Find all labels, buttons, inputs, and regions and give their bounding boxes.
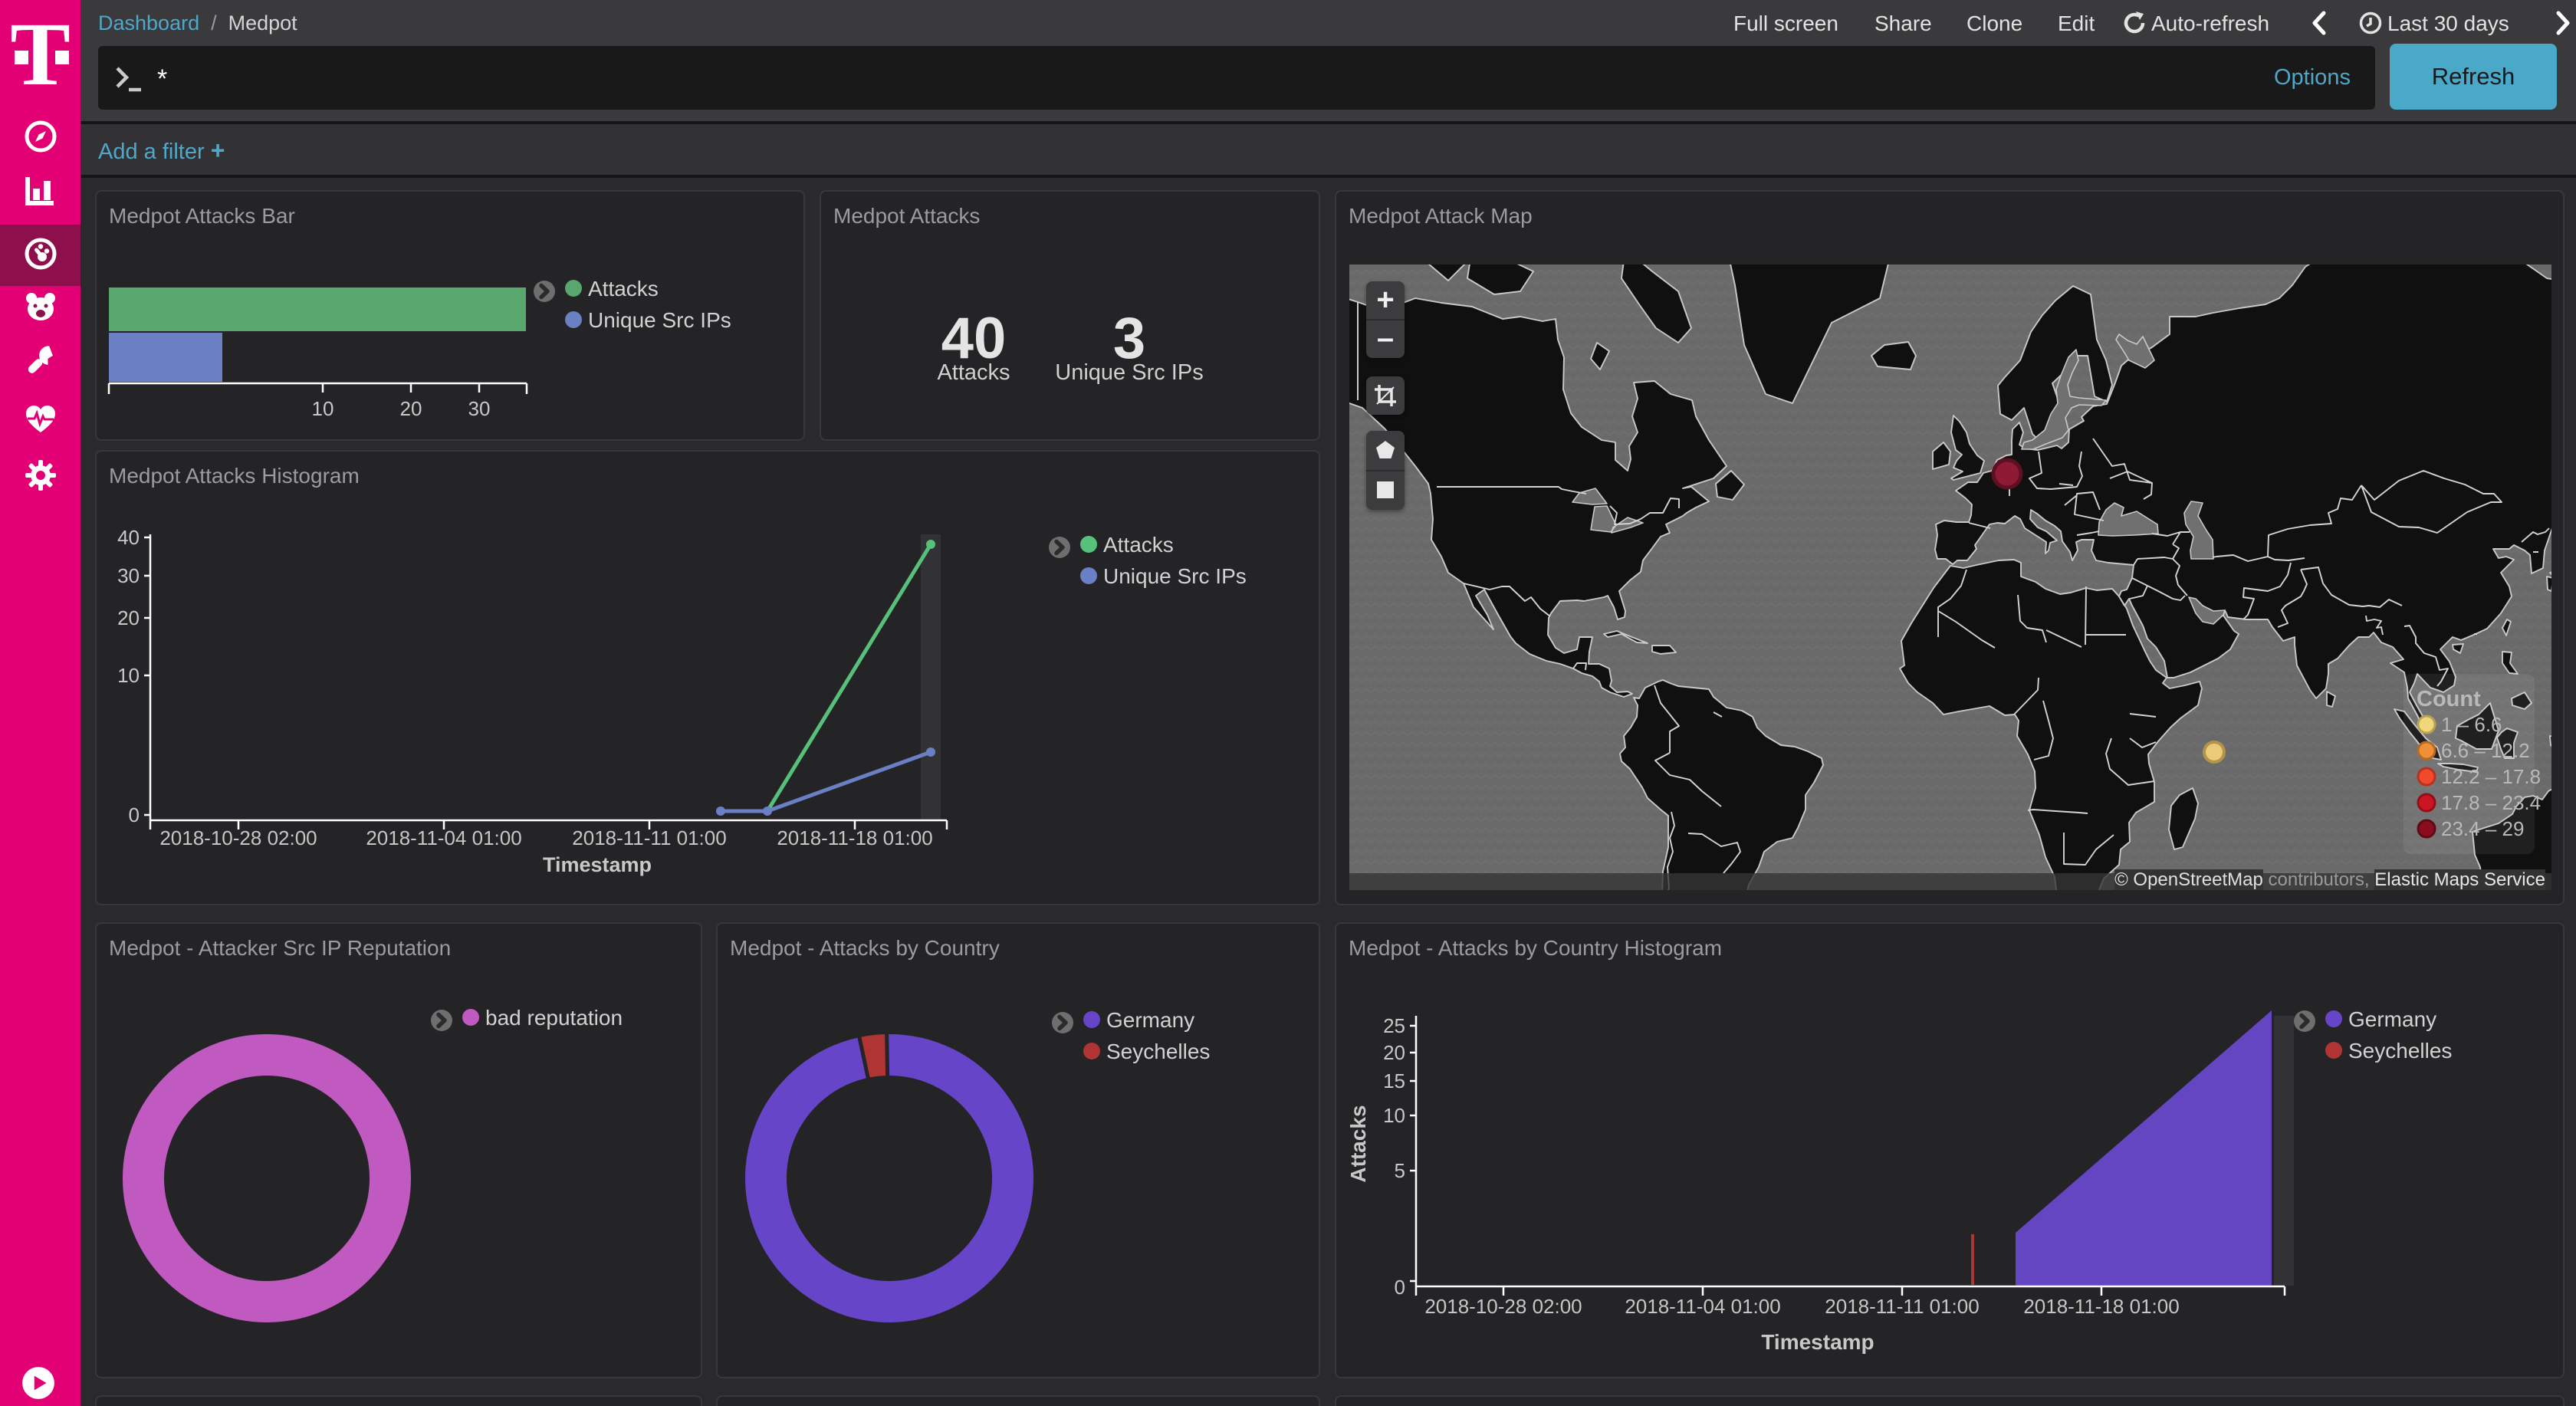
svg-text:Attacks: Attacks [588, 277, 659, 301]
svg-text:6.6 – 12.2: 6.6 – 12.2 [2441, 739, 2530, 762]
svg-text:5: 5 [1395, 1159, 1405, 1182]
svg-text:Unique Src IPs: Unique Src IPs [1103, 564, 1247, 588]
svg-text:2018-10-28 02:00: 2018-10-28 02:00 [159, 826, 317, 849]
svg-text:40: 40 [117, 526, 140, 549]
svg-text:Timestamp: Timestamp [1761, 1330, 1874, 1354]
svg-text:15: 15 [1383, 1069, 1405, 1092]
svg-text:2018-11-18 01:00: 2018-11-18 01:00 [2023, 1295, 2179, 1318]
svg-text:Seychelles: Seychelles [1106, 1040, 1210, 1063]
svg-text:Attacks: Attacks [1346, 1105, 1370, 1182]
svg-text:2018-10-28 02:00: 2018-10-28 02:00 [1424, 1295, 1582, 1318]
svg-text:0: 0 [129, 803, 140, 826]
svg-text:30: 30 [117, 564, 140, 587]
svg-text:17.8 – 23.4: 17.8 – 23.4 [2441, 791, 2541, 814]
svg-text:1 – 6.6: 1 – 6.6 [2441, 713, 2502, 736]
svg-text:Timestamp: Timestamp [543, 853, 652, 876]
svg-text:10: 10 [117, 664, 140, 687]
svg-text:0: 0 [1395, 1276, 1405, 1299]
svg-text:Attacks: Attacks [1103, 533, 1174, 557]
svg-text:2018-11-04 01:00: 2018-11-04 01:00 [1625, 1295, 1780, 1318]
svg-text:Seychelles: Seychelles [2348, 1039, 2452, 1063]
svg-text:2018-11-04 01:00: 2018-11-04 01:00 [366, 826, 521, 849]
svg-text:10: 10 [312, 397, 334, 420]
svg-text:20: 20 [117, 606, 140, 629]
svg-text:bad reputation: bad reputation [485, 1006, 623, 1030]
svg-text:20: 20 [400, 397, 422, 420]
svg-text:25: 25 [1383, 1014, 1405, 1037]
svg-text:Unique Src IPs: Unique Src IPs [588, 308, 731, 332]
svg-text:23.4 – 29: 23.4 – 29 [2441, 817, 2524, 840]
svg-text:10: 10 [1383, 1104, 1405, 1127]
svg-text:2018-11-11 01:00: 2018-11-11 01:00 [1825, 1295, 1979, 1318]
svg-text:20: 20 [1383, 1041, 1405, 1064]
svg-text:30: 30 [468, 397, 491, 420]
svg-text:Germany: Germany [1106, 1008, 1194, 1032]
svg-text:12.2 – 17.8: 12.2 – 17.8 [2441, 765, 2541, 788]
svg-text:2018-11-18 01:00: 2018-11-18 01:00 [777, 826, 932, 849]
svg-text:Germany: Germany [2348, 1007, 2436, 1031]
svg-text:2018-11-11 01:00: 2018-11-11 01:00 [572, 826, 726, 849]
